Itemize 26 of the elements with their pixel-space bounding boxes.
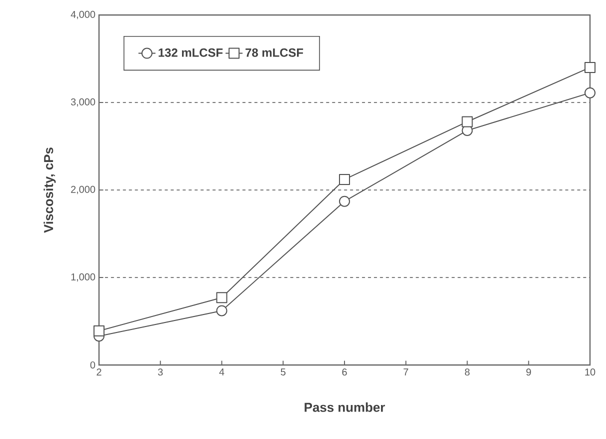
x-tick-label: 8 (464, 368, 470, 376)
point (584, 62, 596, 73)
x-tick-label: 9 (526, 368, 531, 376)
point (216, 305, 228, 316)
x-axis-title: Pass number (304, 402, 385, 412)
y-axis-title: Viscosity, cPs (44, 148, 56, 233)
y-tick-label: 4,000 (70, 10, 96, 20)
point (339, 174, 350, 185)
point (94, 325, 105, 336)
legend-label: 132 mLCSF (158, 48, 223, 57)
point (339, 196, 350, 207)
point (462, 116, 473, 128)
x-tick-label: 10 (585, 368, 596, 376)
point (584, 87, 596, 98)
x-tick-label: 3 (158, 368, 163, 376)
x-tick-label: 7 (404, 368, 408, 376)
legend-label: 78 mLCSF (246, 48, 304, 57)
point (216, 292, 228, 304)
x-tick-label: 5 (280, 368, 286, 376)
y-tick-label: 2,000 (71, 186, 96, 194)
x-tick-label: 6 (342, 368, 347, 376)
x-tick-label: 2 (96, 368, 102, 376)
x-tick-label: 4 (219, 368, 224, 376)
y-tick-label: 3,000 (70, 98, 96, 107)
y-tick-label: 0 (90, 361, 96, 369)
y-tick-label: 1,000 (71, 273, 96, 282)
